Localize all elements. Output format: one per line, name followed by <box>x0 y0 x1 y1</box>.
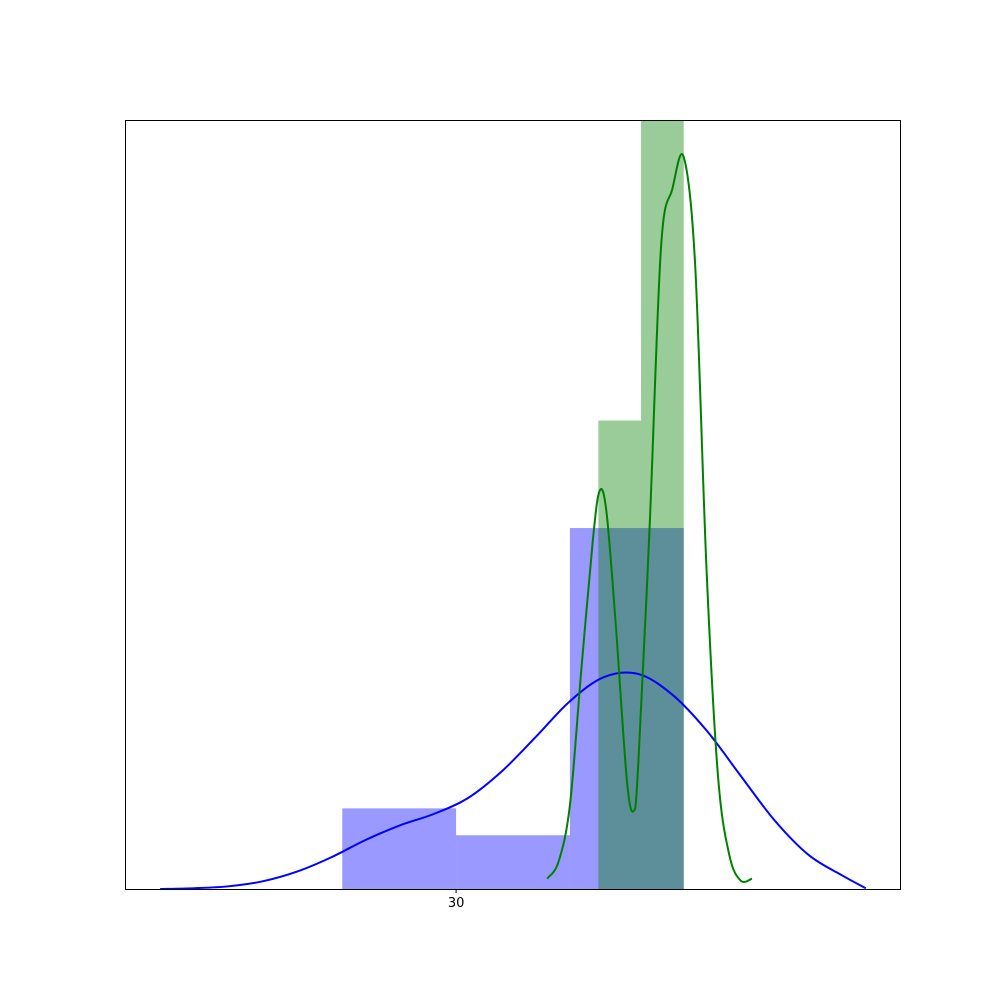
histogram-1-bar-1 <box>342 808 457 889</box>
kde-curve-1 <box>160 671 867 890</box>
kde-curve-2 <box>546 153 753 883</box>
histogram-2-bar-2 <box>641 121 684 889</box>
axes-frame <box>125 120 901 890</box>
x-tick-label: 30 <box>448 896 465 911</box>
histogram-2-bar-1 <box>598 420 642 889</box>
x-axis-ticks: 30 <box>448 889 465 911</box>
histogram-1-bar-2 <box>456 835 570 889</box>
plot-area <box>160 121 867 890</box>
